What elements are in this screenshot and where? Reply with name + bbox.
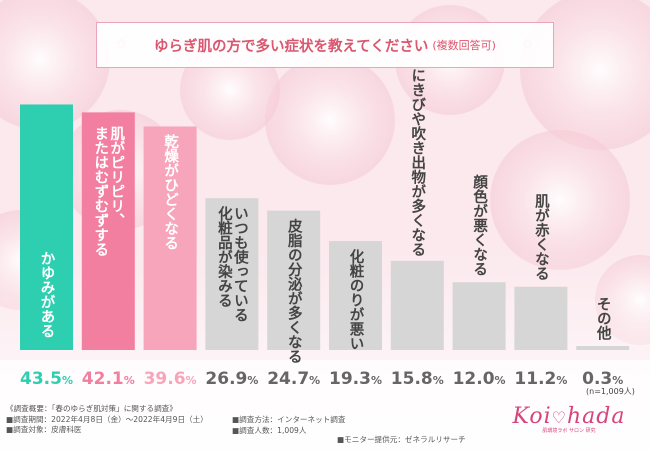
bar-5 (267, 210, 321, 350)
bar-6 (329, 241, 382, 350)
bar-9-value-label: 11.2% (514, 369, 567, 389)
bar-10 (576, 346, 630, 350)
bar-4-value-label: 26.9% (205, 369, 258, 389)
bar-9-category-label: 肌が赤くなる (533, 194, 549, 282)
bar-7 (390, 260, 444, 350)
bar-4-category-label: いつも使っている (232, 206, 249, 322)
bar-4-category-label: 化粧品が染みる (216, 205, 233, 308)
koihada-logo: Koi♡hada 肌環境ラボ サロン 研究 (498, 404, 640, 444)
logo-text-right: hada (567, 404, 626, 429)
bar-7-value-label: 15.8% (391, 369, 444, 389)
footer-method: ■調査方法：インターネット調査 (232, 415, 346, 424)
bar-2-value-label: 42.1% (82, 369, 135, 389)
bar-2 (81, 112, 135, 350)
bar-1-value-label: 43.5% (20, 369, 73, 389)
bar-5-value-label: 24.7% (267, 369, 320, 389)
bar-2-category-label: 肌がピリピリ、 (108, 126, 124, 228)
survey-footer-right: ■調査方法：インターネット調査 ■調査人数：1,009人 (232, 415, 346, 436)
bar-chart: かゆみがある 43.5% 肌がピリピリ、またはむずむずする 42.1% 乾燥がひどくなる… (20, 68, 630, 389)
bar-3 (143, 126, 197, 350)
survey-footer: 《調査概要：「春のゆらぎ肌対策」に関する調査》 ■調査期間：2022年4月8日（… (6, 404, 208, 436)
footer-target: ■調査対象：皮膚科医 (6, 425, 82, 434)
bar-8-category-label: 顔色が悪くなる (471, 174, 488, 277)
bar-4 (205, 198, 259, 350)
footer-count: ■調査人数：1,009人 (232, 425, 307, 435)
bar-2-category-label: またはむずむずする (92, 126, 108, 257)
bar-10-value-label: 0.3% (582, 369, 623, 389)
footer-monitor: ■モニター提供元：ゼネラルリサーチ (337, 435, 466, 444)
bar-3-category-label: 乾燥がひどくなる (162, 133, 178, 251)
bar-1 (20, 104, 73, 350)
bar-7-category-label: にきびや吹き出物が多くなる (409, 68, 425, 257)
logo-subtext: 肌環境ラボ サロン 研究 (542, 428, 596, 434)
bar-1-category-label: かゆみがある (39, 251, 55, 339)
footer-overview: 《調査概要：「春のゆらぎ肌対策」に関する調査》 (6, 404, 177, 413)
bar-9 (514, 286, 568, 350)
heart-icon: ♡ (551, 408, 567, 427)
bar-6-value-label: 19.3% (329, 369, 382, 389)
bar-6-category-label: 化粧のりが悪い (348, 248, 364, 351)
bar-8 (452, 282, 506, 350)
footer-period: ■調査期間：2022年4月8日（金）～2022年4月9日（土） (6, 414, 208, 424)
bar-5-category-label: 皮脂の分泌が多くなる (286, 217, 302, 364)
sample-size-note: (n=1,009人) (586, 387, 635, 396)
chart-subtitle: (複数回答可) (432, 39, 496, 52)
bar-10-category-label: その他 (595, 297, 612, 342)
chart-title: ゆらぎ肌の方で多い症状を教えてください (154, 38, 429, 55)
logo-text-left: Koi (512, 404, 552, 429)
chart-title-box: ゆらぎ肌の方で多い症状を教えてください (複数回答可) (96, 22, 554, 68)
bar-3-value-label: 39.6% (144, 369, 197, 389)
bar-8-value-label: 12.0% (453, 369, 506, 389)
